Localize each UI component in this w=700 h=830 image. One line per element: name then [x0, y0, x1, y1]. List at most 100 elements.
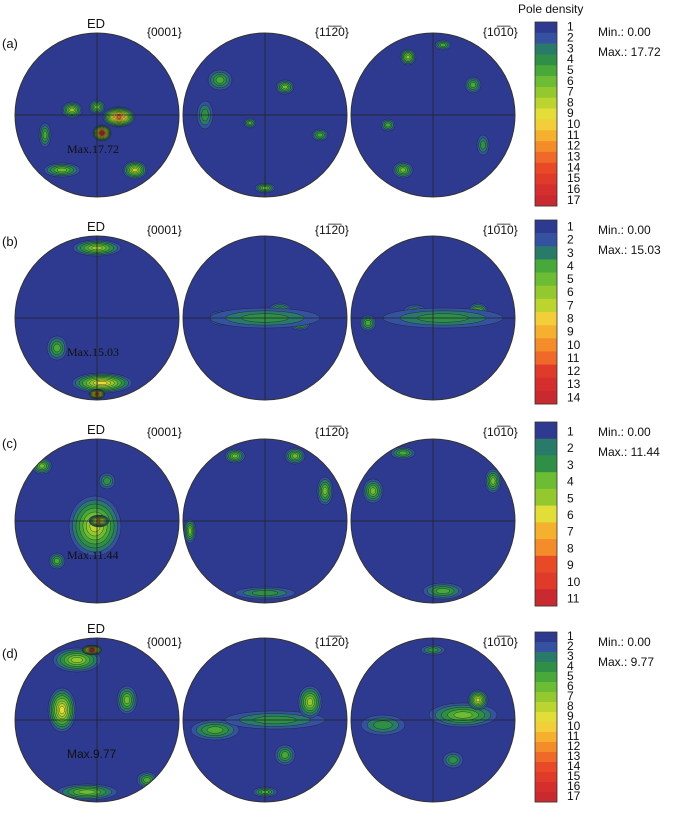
pole-circle-outline: [14, 438, 180, 604]
colorbar-segment: [535, 338, 557, 352]
colorbar: 1 2 3 4 5 6 7 8 9 10 11: [534, 421, 581, 607]
colorbar-segment: [535, 272, 557, 287]
colorbar-level-label: 10: [567, 117, 581, 131]
colorbar-level-label: 2: [567, 233, 574, 247]
max-value-text: Max.: 9.77: [598, 655, 654, 669]
colorbar-segment: [535, 298, 557, 313]
colorbar-level-label: 11: [567, 592, 580, 606]
pole-circle-outline: [14, 235, 180, 401]
colorbar-segment: [535, 233, 557, 247]
pole-circle-outline: [350, 32, 516, 198]
max-value-text: Max.: 11.44: [598, 445, 660, 459]
colorbar-segment: [535, 455, 557, 473]
colorbar-segment: [535, 682, 557, 693]
colorbar-level-label: 15: [567, 171, 581, 185]
colorbar-segment: [535, 662, 557, 673]
colorbar-segment: [535, 772, 557, 783]
density-contour: [54, 558, 60, 564]
colorbar-level-label: 10: [567, 575, 581, 589]
pole-circle-outline: [350, 637, 516, 803]
colorbar-level-label: 8: [567, 699, 574, 713]
colorbar-level-label: 1: [567, 629, 574, 643]
panel-label: (c): [2, 436, 17, 451]
colorbar-segment: [535, 672, 557, 683]
pole-figure: [182, 438, 348, 604]
texture-row: (d)EDTD{0001}{11̅2̅0}{10̅1̅0}Max.9.77123…: [2, 621, 654, 803]
plane-label: {0001}: [147, 25, 182, 39]
colorbar-segment: [535, 692, 557, 703]
max-value-text: Max.: 17.72: [598, 45, 661, 59]
colorbar-level-label: 5: [567, 491, 574, 505]
colorbar-level-label: 13: [567, 150, 581, 164]
colorbar-segment: [535, 522, 557, 540]
panel-label: (a): [2, 36, 18, 51]
colorbar-segment: [535, 151, 557, 164]
colorbar-level-label: 7: [567, 85, 574, 99]
density-contour: [385, 122, 391, 128]
colorbar-level-label: 6: [567, 508, 574, 522]
density-contour: [292, 453, 298, 459]
colorbar-segment: [535, 488, 557, 506]
ed-axis-label: ED: [87, 16, 105, 31]
colorbar-segment: [535, 86, 557, 99]
density-contour: [365, 320, 371, 326]
plane-label: {11̅2̅0}: [315, 25, 349, 39]
plane-label: {10̅1̅0}: [483, 635, 518, 649]
colorbar-segment: [535, 173, 557, 185]
colorbar-segment: [535, 220, 557, 234]
pole-circle-outline: [182, 235, 348, 401]
max-density-annotation: Max.9.77: [67, 747, 117, 761]
min-value-text: Min.: 0.00: [598, 635, 651, 649]
pole-circle-outline: [182, 637, 348, 803]
max-density-annotation: Max.11.44: [67, 548, 119, 562]
colorbar-segment: [535, 65, 557, 77]
colorbar-level-label: 10: [567, 338, 581, 352]
density-contour: [56, 167, 68, 173]
colorbar-segment: [535, 702, 557, 713]
colorbar-level-label: 13: [567, 377, 581, 391]
colorbar-segment: [535, 259, 557, 273]
density-contour: [124, 695, 130, 705]
colorbar-segment: [535, 555, 557, 573]
density-contour: [59, 705, 65, 715]
colorbar-level-label: 4: [567, 52, 574, 66]
density-contour: [317, 132, 323, 138]
colorbar-segment: [535, 119, 557, 131]
density-contour: [90, 648, 94, 652]
colorbar-segment: [535, 752, 557, 763]
colorbar-level-label: 16: [567, 182, 581, 196]
density-contour: [306, 698, 314, 706]
density-contour: [398, 450, 408, 456]
pole-circle-outline: [350, 235, 516, 401]
colorbar-segment: [535, 54, 557, 66]
colorbar-level-label: 10: [567, 719, 581, 733]
colorbar-segment: [535, 43, 557, 55]
colorbar-level-label: 9: [567, 558, 574, 572]
density-contour: [39, 463, 45, 469]
colorbar-segment: [535, 438, 557, 456]
colorbar-segment: [535, 642, 557, 653]
colorbar-title: Pole density: [518, 2, 583, 16]
colorbar-level-label: 9: [567, 106, 574, 120]
colorbar-level-label: 6: [567, 74, 574, 88]
max-density-annotation: Max.17.72: [67, 142, 119, 156]
colorbar-segment: [535, 351, 557, 365]
colorbar-level-label: 9: [567, 709, 574, 723]
texture-row: (a)EDTD{0001}{11̅2̅0}{10̅1̅0}Max.17.7212…: [2, 16, 661, 207]
density-contour: [453, 711, 473, 719]
colorbar-level-label: 1: [567, 220, 574, 234]
colorbar-level-label: 1: [567, 424, 574, 438]
plane-label: {11̅2̅0}: [315, 425, 349, 439]
density-contour: [215, 76, 225, 84]
colorbar-level-label: 8: [567, 541, 574, 555]
density-contour: [405, 54, 411, 60]
colorbar-segment: [535, 377, 557, 392]
density-contour: [188, 527, 192, 535]
panel-label: (b): [2, 234, 18, 249]
colorbar-segment: [535, 505, 557, 523]
colorbar-level-label: 7: [567, 525, 574, 539]
colorbar-level-label: 16: [567, 779, 581, 793]
